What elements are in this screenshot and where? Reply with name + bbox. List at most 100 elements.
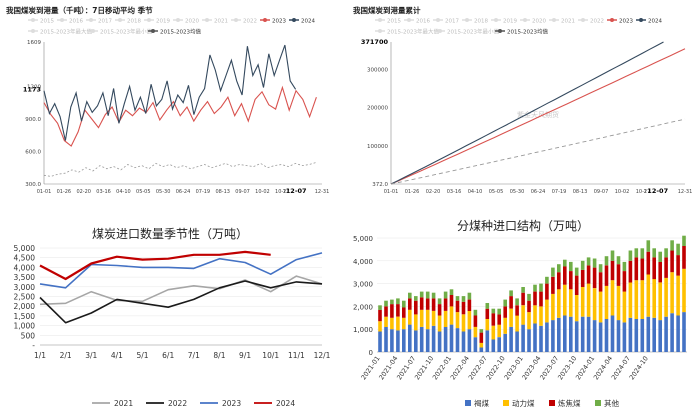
x-tick-label: 12-31 <box>315 189 330 195</box>
bar-segment-其他 <box>563 259 567 267</box>
y-tick-label: 1609 <box>27 40 41 46</box>
bar-segment-褐煤 <box>569 316 573 352</box>
bar-segment-动力煤 <box>586 283 591 317</box>
legend-label-2021: 2021 <box>114 399 133 408</box>
bar-segment-其他 <box>455 296 460 301</box>
bar-segment-炼焦煤 <box>545 283 549 300</box>
x-tick-label-extra: 1 <box>283 189 286 195</box>
legend-swatch-褐煤 <box>465 400 471 406</box>
legend-label-ext-2: 2015-2023均值 <box>507 28 548 36</box>
legend-marker-2018 <box>118 18 122 22</box>
y-tick-label: 3,000 <box>353 281 373 289</box>
bar-segment-褐煤 <box>437 331 442 352</box>
y-tick-label: 300.0 <box>25 182 41 188</box>
bar-segment-其他 <box>497 308 501 315</box>
bar-segment-其他 <box>408 292 412 299</box>
legend-label-动力煤: 动力煤 <box>512 398 535 408</box>
legend-label-2020: 2020 <box>532 19 546 25</box>
x-tick-label: 10-02 <box>255 189 270 195</box>
x-tick-label: 06-24 <box>531 189 546 195</box>
legend-label-2018: 2018 <box>474 19 488 25</box>
legend-label-2015: 2015 <box>40 19 54 25</box>
bar-segment-其他 <box>586 257 591 266</box>
bar-segment-炼焦煤 <box>652 257 656 280</box>
series-line-2024 <box>39 250 271 281</box>
bar-segment-其他 <box>664 248 668 258</box>
legend-marker-2016 <box>60 18 64 22</box>
bar-segment-褐煤 <box>408 324 412 352</box>
bar-segment-动力煤 <box>652 279 656 318</box>
x-tick-label: 10-02 <box>615 189 630 195</box>
watermark: 紫金天风期货 <box>517 110 559 119</box>
bar-segment-动力煤 <box>640 280 645 319</box>
bar-segment-动力煤 <box>658 282 662 321</box>
bar-segment-动力煤 <box>509 308 513 327</box>
bar-segment-其他 <box>628 250 633 261</box>
bar-segment-其他 <box>521 287 525 293</box>
bar-segment-其他 <box>414 296 418 301</box>
bar-segment-褐煤 <box>479 347 484 352</box>
bar-segment-炼焦煤 <box>604 265 609 286</box>
bar-segment-炼焦煤 <box>682 246 686 269</box>
x-tick-label: 05-30 <box>510 189 525 195</box>
bar-segment-其他 <box>682 235 686 246</box>
bar-segment-其他 <box>396 298 400 305</box>
legend-marker-2019 <box>494 18 498 22</box>
bar-segment-炼焦煤 <box>610 260 615 281</box>
y-tick-label: 2,000 <box>14 302 36 311</box>
bar-segment-炼焦煤 <box>622 271 627 292</box>
bar-segment-褐煤 <box>497 337 501 352</box>
bar-segment-其他 <box>592 258 597 268</box>
legend-marker-ext-1 <box>91 29 95 33</box>
bar-segment-动力煤 <box>634 280 639 319</box>
y-tick-label: 371700 <box>361 38 389 46</box>
legend-marker-2024 <box>639 18 643 22</box>
bar-segment-动力煤 <box>396 316 400 331</box>
x-tick-label: 12-07 <box>647 187 668 195</box>
bar-segment-其他 <box>479 329 484 333</box>
bar-segment-其他 <box>551 267 555 277</box>
bar-segment-炼焦煤 <box>539 291 543 307</box>
bar-segment-其他 <box>443 291 448 299</box>
x-tick-label: 05-30 <box>156 189 171 195</box>
bar-segment-其他 <box>461 296 466 302</box>
bar-segment-动力煤 <box>521 305 525 325</box>
bar-segment-动力煤 <box>628 282 633 318</box>
bar-segment-炼焦煤 <box>503 306 507 318</box>
legend-label-2022: 2022 <box>590 19 604 25</box>
chart-panel-daily-arrivals: 我国煤炭到港量（千吨）：7日移动平均 季节 2015 2016 2017 2018 201… <box>0 0 345 200</box>
bar-segment-褐煤 <box>425 329 430 352</box>
bar-segment-动力煤 <box>425 309 430 330</box>
y-tick-label: 4,000 <box>353 258 373 266</box>
bar-segment-其他 <box>431 292 436 299</box>
x-tick-label: 01-26 <box>405 189 420 195</box>
bar-segment-炼焦煤 <box>676 255 680 276</box>
cumulative-arrivals-chart: 我国煤炭到港量累计 2015 2016 2017 2018 2019 2020 2021 202… <box>353 5 692 195</box>
bar-segment-褐煤 <box>390 329 394 352</box>
bar-segment-炼焦煤 <box>628 260 633 283</box>
legend-label-2017: 2017 <box>98 19 112 25</box>
legend-swatch-动力煤 <box>503 400 509 406</box>
daily-arrivals-chart: 我国煤炭到港量（千吨）：7日移动平均 季节 2015 2016 2017 2018 201… <box>6 5 330 195</box>
y-tick-label: 1173 <box>23 85 41 93</box>
chart-panel-cumulative-arrivals: 我国煤炭到港量累计 2015 2016 2017 2018 2019 2020 2021 202… <box>347 0 700 200</box>
bar-segment-褐煤 <box>443 326 448 352</box>
y-tick-label: 500 <box>21 331 36 340</box>
bar-segment-其他 <box>437 298 442 305</box>
legend-marker-2020 <box>176 18 180 22</box>
bar-segment-褐煤 <box>396 330 400 352</box>
bar-segment-动力煤 <box>419 309 424 327</box>
legend-label-2024: 2024 <box>648 19 662 25</box>
bar-segment-炼焦煤 <box>408 298 412 310</box>
bar-segment-褐煤 <box>563 315 567 352</box>
bar-segment-褐煤 <box>586 316 591 352</box>
bar-segment-其他 <box>676 243 680 256</box>
legend-label-2015: 2015 <box>387 19 401 25</box>
legend-label-2019: 2019 <box>503 19 517 25</box>
bar-segment-动力煤 <box>384 316 388 327</box>
legend-marker-ext-1 <box>438 29 442 33</box>
bar-segment-炼焦煤 <box>473 315 478 327</box>
bar-segment-褐煤 <box>533 323 537 352</box>
bar-segment-炼焦煤 <box>419 297 424 310</box>
bar-segment-动力煤 <box>515 315 519 332</box>
